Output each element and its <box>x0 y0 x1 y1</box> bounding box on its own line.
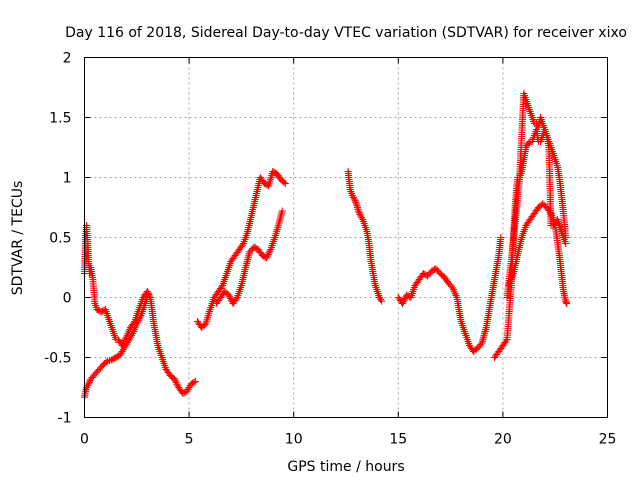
data-point <box>352 198 360 206</box>
series-arc-5 <box>344 168 386 305</box>
data-point <box>351 197 359 205</box>
data-point <box>170 375 178 383</box>
data-point <box>563 300 571 307</box>
data-marks <box>81 90 571 401</box>
data-point <box>356 210 364 218</box>
series-arc-2 <box>81 290 152 401</box>
data-point <box>263 254 271 262</box>
series-arc-4 <box>212 207 286 307</box>
data-point <box>546 208 554 216</box>
data-point <box>232 295 240 303</box>
data-point <box>225 291 233 299</box>
y-tick-label: -1 <box>58 411 72 427</box>
data-point <box>172 378 180 386</box>
data-point <box>400 296 408 304</box>
x-tick-label: 10 <box>285 432 303 448</box>
x-axis-label: GPS time / hours <box>287 459 404 475</box>
y-tick-label: 1.5 <box>49 111 71 127</box>
series-arc-6 <box>394 234 505 355</box>
data-point <box>85 378 93 386</box>
data-point <box>226 293 234 301</box>
x-tick-label: 25 <box>599 432 617 448</box>
x-tick-label: 0 <box>80 432 89 448</box>
data-point <box>265 249 273 257</box>
data-point <box>281 180 289 187</box>
data-point <box>171 377 179 385</box>
data-point <box>133 320 141 328</box>
data-point <box>562 240 570 247</box>
data-point <box>134 318 142 326</box>
data-point <box>447 282 455 290</box>
data-point <box>264 251 272 259</box>
y-tick-label: 0 <box>63 291 72 307</box>
axis-ticks: 0 5 10 15 20 25 -1 -0.5 0 0.5 1 1.5 2 <box>44 51 616 448</box>
data-point <box>355 209 363 217</box>
y-tick-label: 1 <box>63 171 72 187</box>
data-point <box>278 207 286 215</box>
y-tick-label: -0.5 <box>44 351 71 367</box>
data-point <box>399 298 407 306</box>
data-point <box>280 178 288 186</box>
data-point <box>173 380 181 388</box>
x-tick-label: 15 <box>389 432 407 448</box>
data-point <box>497 234 505 241</box>
x-tick-label: 5 <box>185 432 194 448</box>
data-point <box>218 283 226 291</box>
data-point <box>191 378 199 385</box>
data-point <box>144 290 152 298</box>
data-point <box>355 207 363 215</box>
data-point <box>502 337 510 345</box>
data-point <box>398 300 406 307</box>
data-point <box>136 313 144 321</box>
chart-title: Day 116 of 2018, Sidereal Day-to-day VTE… <box>65 25 627 41</box>
y-tick-label: 2 <box>63 51 72 67</box>
data-point <box>266 247 274 255</box>
y-tick-label: 0.5 <box>49 231 71 247</box>
plot-frame <box>84 57 608 418</box>
y-axis-label: SDTVAR / TECUs <box>10 181 26 296</box>
data-point <box>477 341 485 349</box>
data-point <box>525 139 533 147</box>
data-point <box>263 252 271 260</box>
x-tick-label: 20 <box>494 432 512 448</box>
data-point <box>190 378 198 386</box>
data-point <box>238 241 246 249</box>
series-arc-9 <box>505 200 571 307</box>
data-point <box>378 297 386 305</box>
series-arc-3 <box>193 168 289 331</box>
data-point <box>134 317 142 325</box>
data-point <box>135 315 143 323</box>
data-point <box>85 380 93 388</box>
data-point <box>350 195 358 203</box>
